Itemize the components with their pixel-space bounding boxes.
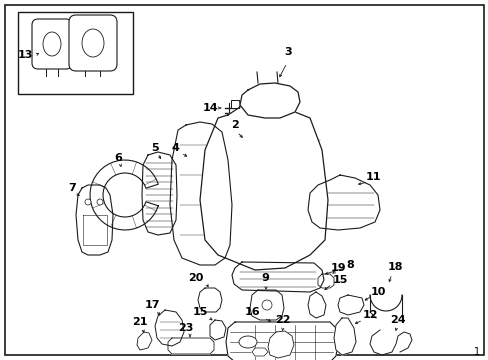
Polygon shape — [142, 152, 177, 235]
Circle shape — [85, 199, 91, 205]
Polygon shape — [76, 185, 113, 255]
Polygon shape — [90, 160, 158, 230]
Text: 19: 19 — [329, 263, 345, 273]
FancyBboxPatch shape — [69, 15, 117, 71]
Polygon shape — [209, 320, 225, 340]
Polygon shape — [333, 318, 355, 355]
Polygon shape — [198, 288, 222, 312]
Text: 10: 10 — [369, 287, 385, 297]
Text: 7: 7 — [68, 183, 76, 193]
Polygon shape — [307, 292, 325, 318]
Polygon shape — [267, 331, 293, 358]
Text: 20: 20 — [188, 273, 203, 283]
Circle shape — [262, 300, 271, 310]
Polygon shape — [240, 83, 299, 118]
Text: 18: 18 — [386, 262, 402, 272]
FancyBboxPatch shape — [32, 19, 72, 69]
Polygon shape — [337, 295, 363, 315]
Text: 9: 9 — [261, 273, 268, 283]
Polygon shape — [155, 310, 183, 346]
Polygon shape — [249, 290, 284, 320]
Polygon shape — [200, 105, 327, 270]
Text: 2: 2 — [231, 120, 238, 130]
Text: 4: 4 — [171, 143, 179, 153]
Polygon shape — [317, 274, 333, 288]
Polygon shape — [251, 348, 267, 356]
Text: 23: 23 — [178, 323, 193, 333]
Text: 11: 11 — [365, 172, 380, 182]
Text: 22: 22 — [275, 315, 290, 325]
Text: 14: 14 — [202, 103, 217, 113]
Polygon shape — [170, 122, 231, 265]
Ellipse shape — [239, 336, 257, 348]
Polygon shape — [137, 332, 152, 350]
Polygon shape — [307, 175, 379, 230]
Bar — [18, 12, 133, 94]
Text: 5: 5 — [151, 143, 159, 153]
Text: 17: 17 — [144, 300, 160, 310]
Polygon shape — [231, 262, 324, 292]
Text: 1: 1 — [473, 347, 479, 357]
Text: 16: 16 — [244, 307, 259, 317]
Text: 15: 15 — [192, 307, 207, 317]
Text: 6: 6 — [114, 153, 122, 163]
Circle shape — [97, 199, 103, 205]
Text: 24: 24 — [389, 315, 405, 325]
Bar — [230, 100, 239, 108]
Text: 21: 21 — [132, 317, 147, 327]
Text: 13: 13 — [17, 50, 33, 60]
Text: 8: 8 — [346, 260, 353, 270]
Text: 12: 12 — [362, 310, 377, 320]
Text: 3: 3 — [284, 47, 291, 57]
Polygon shape — [225, 322, 337, 360]
Polygon shape — [168, 338, 214, 354]
Text: 15: 15 — [332, 275, 347, 285]
